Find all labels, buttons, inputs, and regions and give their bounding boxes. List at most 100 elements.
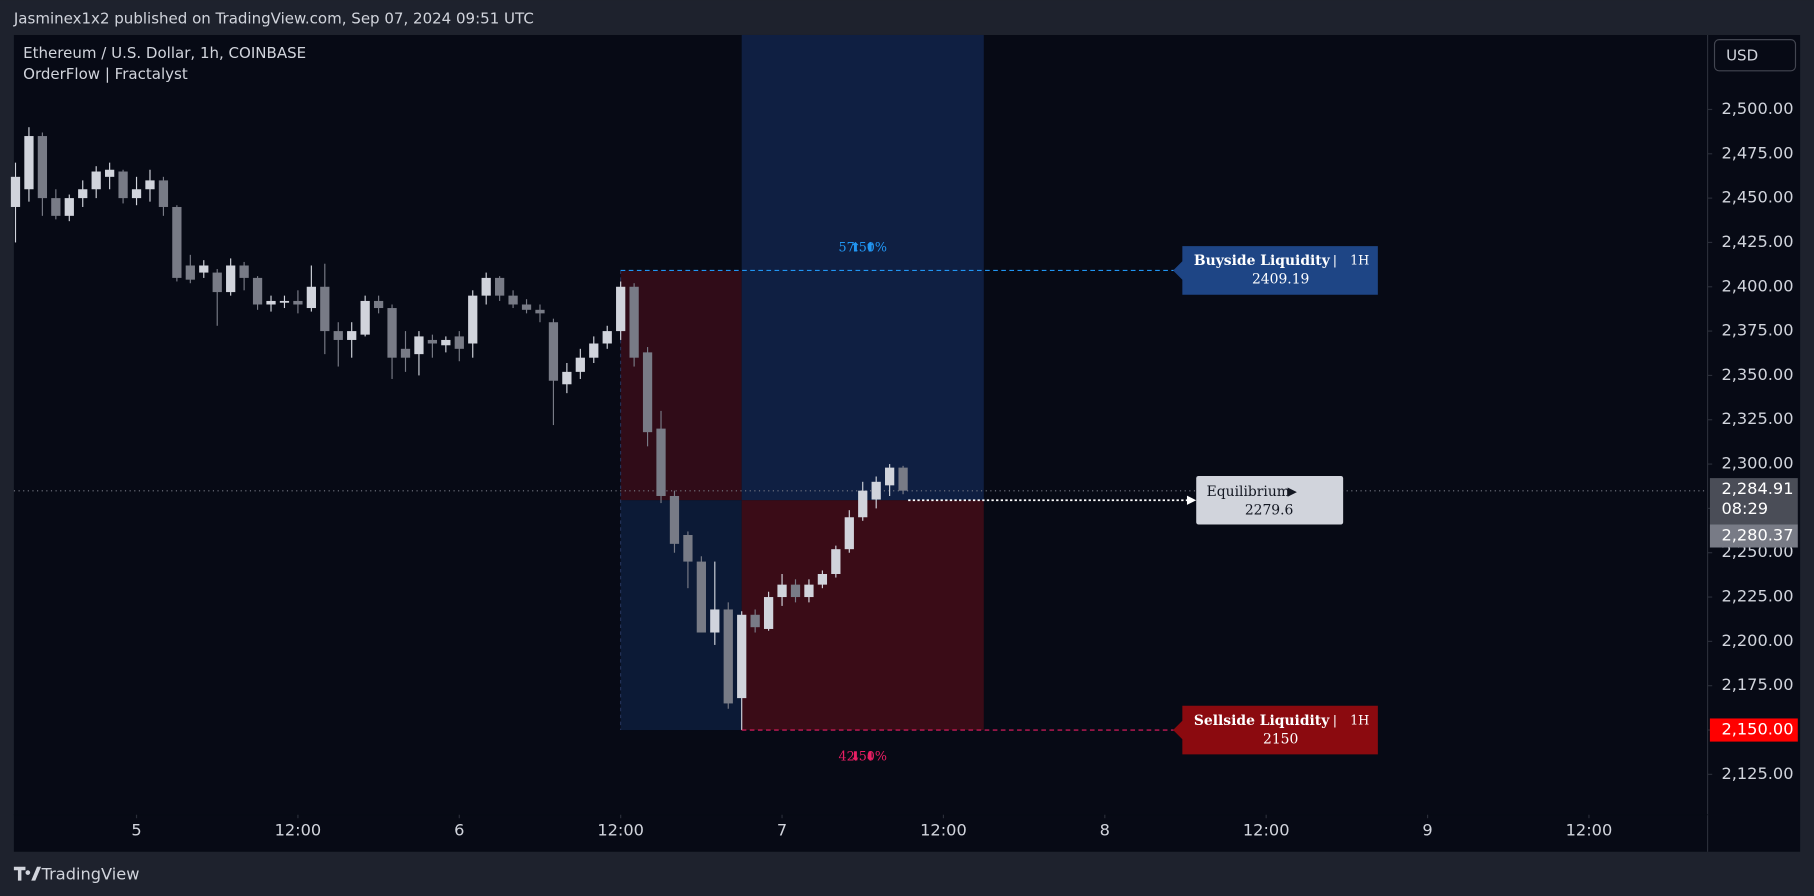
x-tick-label: 8 <box>1100 820 1110 839</box>
candle-body <box>37 136 48 199</box>
sellside-percent: 42.50% <box>838 748 887 763</box>
x-tick-label: 7 <box>777 820 787 839</box>
candle-body <box>454 336 464 349</box>
equilibrium-arrow <box>1287 487 1297 497</box>
candle-body <box>589 343 599 358</box>
y-tick-label: 2,500.00 <box>1721 99 1793 118</box>
candle-body <box>629 286 639 358</box>
sellside-name: Sellside Liquidity <box>1194 713 1330 729</box>
candle-body <box>24 136 34 190</box>
y-tick-label: 2,400.00 <box>1721 276 1793 295</box>
discount-range <box>620 500 742 731</box>
candle-body <box>562 371 572 385</box>
candle-body <box>642 352 653 433</box>
candle-body <box>333 331 343 340</box>
buyside-timeframe: 1H <box>1350 253 1369 268</box>
buyside-name: Buyside Liquidity <box>1194 253 1331 269</box>
sellside-price-label: 2,150.00 <box>1721 720 1793 739</box>
logo <box>13 866 42 881</box>
premium-range <box>620 270 742 501</box>
x-tick-label: 12:00 <box>597 820 644 839</box>
candle-body <box>387 308 397 358</box>
buyside-arrows: ⬆ ⬆ <box>850 239 875 254</box>
candle-body <box>616 286 626 332</box>
candle-body <box>723 609 733 704</box>
candle-body <box>871 481 881 500</box>
y-tick-label: 2,450.00 <box>1721 188 1793 207</box>
buyside-separator: | <box>1333 253 1337 268</box>
candle-body <box>858 490 868 518</box>
equilibrium-label-box <box>1196 475 1344 525</box>
y-tick-label: 2,325.00 <box>1721 409 1793 428</box>
sellside-timeframe: 1H <box>1350 712 1369 727</box>
y-tick-label: 2,475.00 <box>1721 143 1793 162</box>
candle-body <box>158 180 169 207</box>
candle-body <box>306 286 316 309</box>
candle-body <box>468 295 478 344</box>
candle-body <box>885 467 895 486</box>
y-tick-label: 2,300.00 <box>1721 454 1793 473</box>
candle-body <box>804 584 814 598</box>
equilibrium-price-tag <box>1709 524 1798 548</box>
candle-body <box>118 171 128 199</box>
last-price-label: 2,284.91 <box>1721 479 1793 498</box>
x-tick-label: 6 <box>454 820 464 839</box>
candle-body <box>737 614 747 699</box>
candle-body <box>172 206 182 278</box>
equilibrium-name: Equilibrium <box>1207 484 1290 500</box>
candle-body <box>777 584 787 598</box>
candle-body <box>481 277 491 296</box>
y-tick-label: 2,350.00 <box>1721 365 1793 384</box>
y-tick-label: 2,225.00 <box>1721 587 1793 606</box>
buyside-percent: 57.50% <box>838 239 887 254</box>
candle-body <box>266 300 276 305</box>
chart-title: Ethereum / U.S. Dollar, 1h, COINBASE <box>23 44 306 62</box>
equilibrium-price-label: 2,280.37 <box>1721 525 1793 544</box>
countdown: 08:29 <box>1721 499 1768 518</box>
y-tick-label: 2,125.00 <box>1721 764 1793 783</box>
candle-body <box>226 265 236 293</box>
candle-body <box>508 295 518 305</box>
plot: 2,125.00 2,150.00 2,175.00 2,200.00 2,225.00… <box>10 34 1798 839</box>
buyside-value: 2409.19 <box>1252 272 1309 288</box>
candle-body <box>750 614 760 628</box>
candle-body <box>656 428 666 496</box>
currency-button[interactable] <box>1713 39 1797 72</box>
equilibrium-value: 2279.6 <box>1245 503 1294 519</box>
candle-body <box>347 331 357 340</box>
x-tick-label: 12:00 <box>275 820 322 839</box>
candle-body <box>817 574 828 585</box>
y-tick-label: 2,175.00 <box>1721 675 1793 694</box>
last-price-tag <box>1709 478 1798 525</box>
indicator-name: OrderFlow | Fractalyst <box>23 65 188 83</box>
candle-body <box>602 331 612 344</box>
candle-body <box>239 265 249 278</box>
candle-body <box>10 176 21 207</box>
x-tick-label: 5 <box>131 820 141 839</box>
candle-body <box>400 348 411 358</box>
candle-body <box>535 309 545 314</box>
candle-body <box>548 322 559 381</box>
candle-body <box>495 277 505 296</box>
y-tick-label: 2,425.00 <box>1721 232 1793 251</box>
candle-body <box>414 336 424 355</box>
candle-body <box>790 584 801 598</box>
y-tick-label: 2,375.00 <box>1721 321 1793 340</box>
candle-body <box>441 339 451 346</box>
x-tick-label: 12:00 <box>1243 820 1290 839</box>
candle-body <box>683 534 693 562</box>
sellside-price-tag <box>1709 718 1798 742</box>
candle-body <box>427 339 438 344</box>
candle-body <box>575 357 585 372</box>
sellside-separator: | <box>1333 712 1337 727</box>
candle-body <box>131 189 142 199</box>
sellside-zone <box>741 500 984 731</box>
brand: TradingView <box>41 864 140 883</box>
equilibrium-pointer <box>1186 495 1197 505</box>
candle-body <box>320 286 330 332</box>
candle-body <box>710 609 720 633</box>
candle-body <box>212 272 222 293</box>
candle-body <box>252 277 263 305</box>
